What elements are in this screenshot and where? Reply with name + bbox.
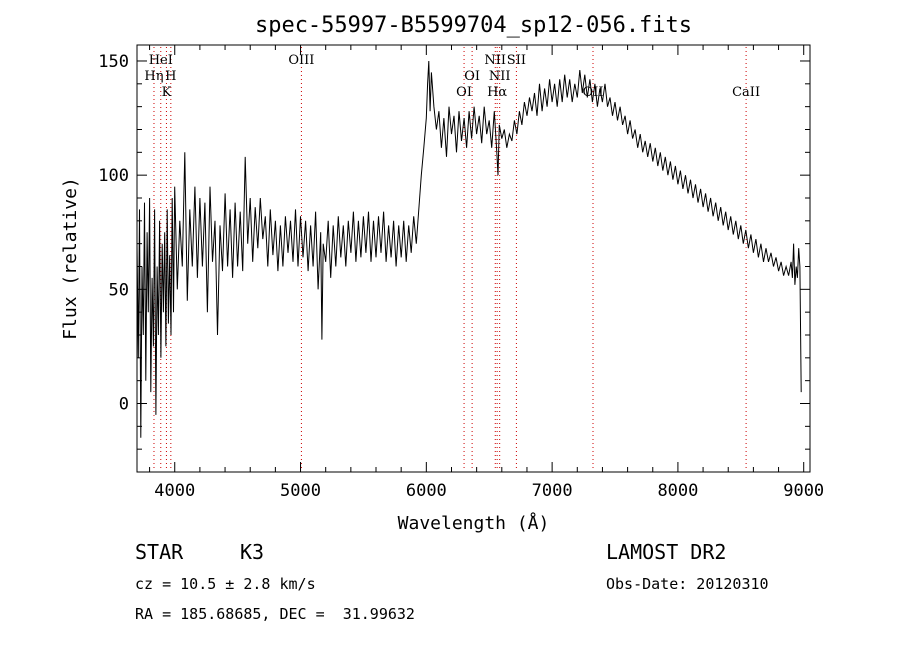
line-label: HeI bbox=[149, 53, 173, 68]
y-tick-label: 50 bbox=[109, 280, 129, 300]
x-tick-label: 9000 bbox=[783, 481, 824, 501]
x-tick-label: 6000 bbox=[406, 481, 447, 501]
spectrum-line bbox=[136, 60, 802, 438]
line-label: CaII bbox=[732, 85, 760, 100]
line-label: H bbox=[165, 69, 176, 84]
x-axis-label: Wavelength (Å) bbox=[398, 512, 550, 534]
line-label: Hη bbox=[144, 69, 163, 84]
line-label: Hα bbox=[487, 85, 507, 100]
line-label: OIII bbox=[288, 53, 314, 68]
line-label: OI bbox=[456, 85, 472, 100]
x-tick-label: 8000 bbox=[657, 481, 698, 501]
y-tick-label: 0 bbox=[119, 394, 129, 414]
y-tick-label: 150 bbox=[98, 52, 129, 72]
x-tick-label: 7000 bbox=[532, 481, 573, 501]
line-label: SII bbox=[507, 53, 526, 68]
coordinates-text: RA = 185.68685, DEC = 31.99632 bbox=[135, 605, 415, 623]
obs-date-text: Obs-Date: 20120310 bbox=[606, 575, 769, 593]
y-axis-label: Flux (relative) bbox=[60, 177, 81, 340]
x-tick-label: 5000 bbox=[280, 481, 321, 501]
object-subclass: K3 bbox=[240, 540, 265, 564]
line-label: OI bbox=[464, 69, 480, 84]
line-label: NII bbox=[489, 69, 511, 84]
x-tick-label: 4000 bbox=[154, 481, 195, 501]
line-label: K bbox=[162, 85, 172, 100]
line-label: NII bbox=[484, 53, 506, 68]
object-class: STAR bbox=[135, 540, 184, 564]
redshift-text: cz = 10.5 ± 2.8 km/s bbox=[135, 575, 316, 593]
survey-name: LAMOST DR2 bbox=[606, 540, 727, 564]
y-tick-label: 100 bbox=[98, 166, 129, 186]
chart-title: spec-55997-B5599704_sp12-056.fits bbox=[255, 13, 692, 38]
